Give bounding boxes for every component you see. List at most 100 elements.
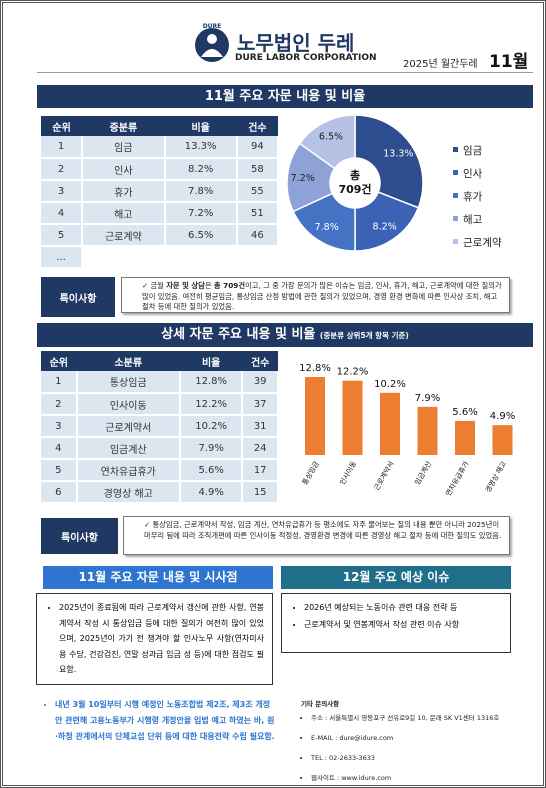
cell: 4 (41, 437, 78, 460)
bar (417, 406, 438, 455)
cell: 휴가 (82, 180, 166, 203)
center-text: 709건 (338, 182, 371, 196)
bullet: 내년 3월 10일부터 시행 예정인 노동조합법 제2조, 제3조 개정안 관련… (55, 697, 277, 745)
bar-chart: 12.8% 통상임금 12.2% 인사이동 10.2% 근로계약서 7.9% 임금계산 5.6%… (299, 363, 515, 497)
header-cell: 비율 (179, 351, 243, 371)
legend-label: 근로계약 (463, 237, 502, 249)
header-cell: 소분류 (76, 351, 180, 371)
contact-title: 기타 문의사항 (301, 700, 340, 708)
header-cell: 건수 (242, 351, 278, 371)
row: 3 휴가 7.8% 55 (41, 180, 280, 203)
note-text: 이고, 그 중 가장 문의가 많은 이슈는 임금, 인사, 휴가, 해고, 근로… (142, 281, 502, 311)
x-tick-label: 통상임금 (300, 459, 321, 486)
note-label: 특이사항 (41, 277, 115, 317)
cell: 24 (242, 437, 279, 460)
cell: 10.2% (179, 415, 244, 438)
cell: 51 (236, 202, 280, 225)
row: 4 임금계산 7.9% 24 (41, 437, 279, 460)
data-table: 순위 중분류 비율 건수 1 임금 13.3% 94 2 인사 8.2% 58 3 휴가 7.8% 55 4 해고… (41, 116, 280, 269)
legend-label: 휴가 (463, 191, 483, 203)
bar-label: 4.9% (490, 411, 515, 422)
row: 2 인사이동 12.2% 37 (41, 393, 279, 416)
slice-label: 7.2% (291, 173, 315, 184)
bar-label: 12.2% (337, 367, 369, 378)
bar-label: 12.8% (299, 363, 331, 374)
header-row: 순위 소분류 비율 건수 (41, 351, 278, 371)
cell: 연차유급휴가 (76, 459, 181, 482)
cell: 5 (41, 224, 84, 247)
cell: 58 (236, 158, 280, 181)
x-tick-label: 연차유급휴가 (444, 459, 471, 497)
row: 5 근로계약 6.5% 46 (41, 224, 280, 247)
row: 5 연차유급휴가 5.6% 17 (41, 459, 279, 482)
table: 순위 소분류 비율 건수 1 통상임금 12.8% 39 2 인사이동 12.2% 37 3 근로계약서 1… (41, 351, 279, 504)
cell: 3 (41, 180, 84, 203)
note: ✓ 금월 자문 및 상담은 총 709건이고, 그 중 가장 문의가 많은 이슈… (121, 277, 510, 313)
contact-item: TEL : 02-2633-3633 (311, 751, 521, 765)
cell: 임금계산 (76, 437, 181, 460)
cell: 1 (41, 371, 78, 394)
bar (342, 380, 363, 455)
x-tick-label: 경영상 해고 (483, 459, 508, 494)
cell: 근로계약 (82, 224, 166, 247)
note-text: 금월 (150, 281, 167, 290)
slice-label: 6.5% (319, 131, 343, 142)
cell: 해고 (82, 202, 166, 225)
row: 4 해고 7.2% 51 (41, 202, 280, 225)
cell: 55 (236, 180, 280, 203)
cell: ... (41, 246, 84, 269)
section-title: 11월 주요 자문 내용 및 비율 (37, 85, 533, 108)
section-title-text: 상세 자문 주요 내용 및 비율 (161, 327, 316, 342)
data-table: 순위 소분류 비율 건수 1 통상임금 12.8% 39 2 인사이동 12.2% 37 3 근로계약서 1… (41, 351, 279, 504)
cell: 13.3% (164, 136, 238, 159)
row: 2 인사 8.2% 58 (41, 158, 280, 181)
legend-marker (453, 170, 458, 175)
contact: 기타 문의사항 주소 : 서울특별시 영등포구 선유로9길 10, 문래 SK … (301, 697, 521, 785)
issue: 2025년 월간두레 (403, 59, 478, 70)
box-title: 12월 주요 예상 이슈 (281, 566, 511, 589)
cell: 17 (242, 459, 279, 482)
box-body: 2026년 예상되는 노동이슈 관련 대응 전략 등근로계약서 및 연봉계약서 … (281, 593, 511, 653)
section-title: 상세 자문 주요 내용 및 비율 (중분류 상위5개 항목 기준) (37, 323, 533, 347)
x-tick-label: 인사이동 (338, 459, 359, 486)
bar (305, 377, 325, 455)
cell: 임금 (82, 136, 166, 159)
cell: 37 (242, 393, 279, 416)
contact-item: 주소 : 서울특별시 영등포구 선유로9길 10, 문래 SK V1센터 131… (311, 711, 521, 725)
slice-label: 7.8% (315, 222, 339, 233)
row: 1 임금 13.3% 94 (41, 136, 280, 159)
cell: 15 (242, 481, 279, 504)
cell: 12.2% (179, 393, 244, 416)
note-text: 자문 및 상담 (166, 281, 205, 290)
x-tick-label: 임금계산 (413, 459, 434, 486)
bar-label: 10.2% (374, 379, 406, 390)
cell: 2 (41, 158, 84, 181)
bar (455, 420, 475, 455)
bar (380, 392, 400, 455)
cell: 경영상 해고 (76, 481, 181, 504)
center-text: 총 (350, 168, 360, 182)
cell: 근로계약서 (76, 415, 181, 438)
cell: 46 (236, 224, 280, 247)
header-cell: 순위 (41, 351, 77, 371)
note: ✓ 통상임금, 근로계약서 작성, 임금 계산, 연차유급휴가 등 평소에도 자… (123, 516, 510, 555)
company-en: DURE LABOR CORPORATION (235, 53, 377, 63)
box-body: 2025년이 종료됨에 따라 근로계약서 갱신에 관한 사항, 연봉계약서 작성… (36, 593, 273, 685)
logo-mark: DURE (203, 23, 222, 30)
bar-label: 5.6% (452, 407, 477, 418)
header-cell: 비율 (164, 116, 237, 136)
cell: 31 (242, 415, 279, 438)
cell: 3 (41, 415, 78, 438)
section-subtitle: (중분류 상위5개 항목 기준) (319, 331, 409, 340)
row: ... (41, 246, 278, 269)
note-text: 통상임금, 근로계약서 작성, 임금 계산, 연차유급휴가 등 평소에도 자주 … (144, 520, 502, 540)
contact-item: 웹사이트 : www.idure.com (311, 771, 521, 785)
cell: 94 (236, 136, 280, 159)
note-label: 특이사항 (41, 518, 118, 554)
row: 3 근로계약서 10.2% 31 (41, 415, 279, 438)
cell: 4.9% (179, 481, 244, 504)
cell: 4 (41, 202, 84, 225)
contact-item: E-MAIL : dure@idure.com (311, 731, 521, 745)
legend-label: 해고 (463, 213, 483, 226)
